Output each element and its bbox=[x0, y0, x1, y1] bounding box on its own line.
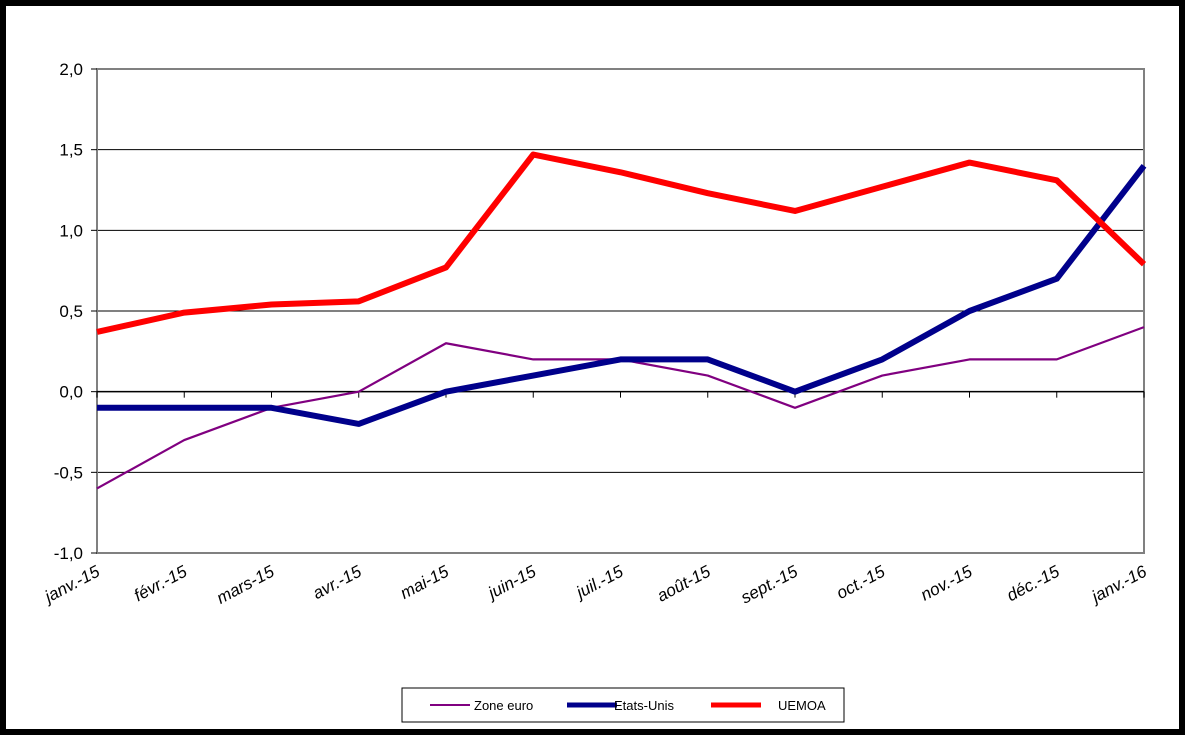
y-tick-label: 2,0 bbox=[59, 60, 83, 79]
legend-label: Zone euro bbox=[474, 698, 533, 713]
x-tick-label: janv.-15 bbox=[40, 562, 103, 608]
series-lines bbox=[96, 151, 1147, 490]
legend: Zone euro Etats-Unis UEMOA bbox=[401, 687, 845, 723]
y-tick-label: 1,0 bbox=[59, 221, 83, 240]
line-chart: 2,0 1,5 1,0 0,5 0,0 -0,5 -1,0 janv.-15 févr.-15… bbox=[40, 60, 1150, 723]
x-tick-label: févr.-15 bbox=[131, 562, 191, 606]
x-tick-label: sept.-15 bbox=[738, 562, 802, 608]
x-tick-label: juin-15 bbox=[483, 562, 539, 604]
y-axis-tick-labels: 2,0 1,5 1,0 0,5 0,0 -0,5 -1,0 bbox=[54, 60, 83, 563]
x-tick-label: janv.-16 bbox=[1087, 562, 1150, 608]
x-tick-label: nov.-15 bbox=[917, 562, 975, 605]
gridlines bbox=[97, 68, 1144, 554]
x-tick-label: mai-15 bbox=[397, 562, 452, 603]
y-tick-label: -1,0 bbox=[54, 544, 83, 563]
legend-label: UEMOA bbox=[778, 698, 826, 713]
x-tick-label: juil.-15 bbox=[571, 562, 626, 603]
y-tick-label: -0,5 bbox=[54, 463, 83, 482]
x-axis-tick-labels: janv.-15 févr.-15 mars-15 avr.-15 mai-15 juin… bbox=[40, 561, 1150, 607]
x-tick-label: oct.-15 bbox=[833, 562, 888, 603]
x-tick-label: avr.-15 bbox=[310, 562, 366, 604]
series-line-uemoa bbox=[96, 151, 1147, 335]
x-tick-label: mars-15 bbox=[213, 562, 277, 608]
y-tick-label: 0,5 bbox=[59, 302, 83, 321]
series-line-etats-unis bbox=[97, 163, 1147, 427]
x-tick-label: déc.-15 bbox=[1004, 561, 1063, 605]
y-tick-label: 1,5 bbox=[59, 141, 83, 160]
legend-box bbox=[401, 687, 845, 723]
x-tick-label: août-15 bbox=[654, 562, 714, 606]
y-tick-label: 0,0 bbox=[59, 383, 83, 402]
legend-label: Etats-Unis bbox=[614, 698, 674, 713]
